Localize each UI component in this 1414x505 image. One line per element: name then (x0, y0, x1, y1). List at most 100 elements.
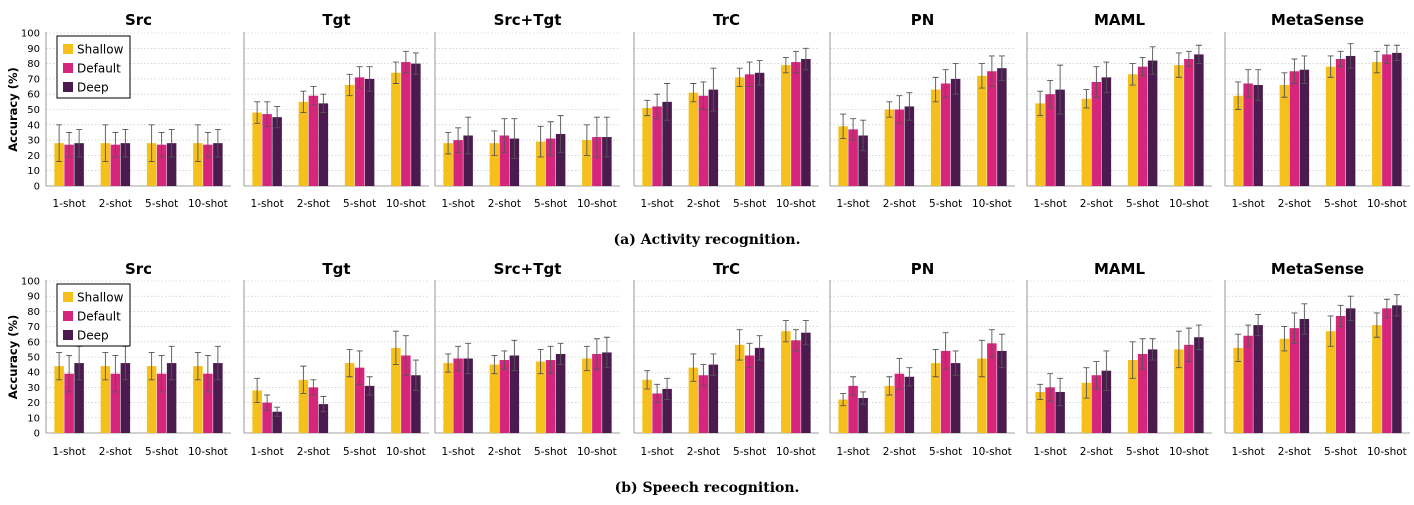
error-bar (392, 330, 399, 366)
panel-pn: PN 1-shot 2-shot 5-shot 10-shot (829, 260, 1015, 458)
bar-default (262, 402, 272, 433)
error-bar (850, 118, 857, 141)
bar-shallow (642, 107, 652, 186)
error-bar (66, 132, 73, 158)
bar-shallow (884, 109, 895, 186)
error-bar (1037, 383, 1044, 401)
error-bar (194, 351, 201, 381)
error-bar (860, 119, 867, 152)
panel-title: Tgt (322, 11, 350, 29)
x-tick-label: 5-shot (145, 446, 178, 458)
x-tick-label: 1-shot (1232, 198, 1265, 210)
x-tick-label: 1-shot (53, 446, 86, 458)
error-bar (1149, 338, 1156, 361)
error-bar (1347, 295, 1354, 321)
bar-deep (318, 103, 329, 186)
error-bar (1057, 377, 1064, 407)
bar-shallow (884, 385, 895, 433)
error-bar (214, 128, 221, 158)
x-tick-label: 2-shot (1278, 198, 1311, 210)
error-bar (1393, 44, 1400, 61)
error-bar (1235, 81, 1242, 110)
bar-deep (213, 363, 223, 433)
x-tick-label: 10-shot (386, 446, 426, 458)
error-bar (710, 67, 717, 112)
error-bar (511, 339, 518, 372)
error-bar (158, 355, 165, 393)
x-tick-label: 1-shot (1034, 446, 1067, 458)
x-tick-label: 2-shot (1278, 446, 1311, 458)
bar-default (1137, 66, 1148, 186)
bar-default (156, 373, 167, 433)
y-tick-label: 50 (27, 353, 40, 364)
error-bar (1281, 72, 1288, 98)
bar-shallow (977, 358, 987, 433)
error-bar (1337, 50, 1344, 68)
x-tick-label: 2-shot (687, 446, 720, 458)
bar-shallow (252, 390, 262, 433)
bar-deep (120, 363, 131, 433)
bar-default (354, 77, 365, 186)
bar-default (1137, 353, 1148, 433)
error-bar (1393, 294, 1400, 317)
bar-deep (950, 363, 961, 433)
error-bar (1083, 367, 1090, 399)
bar-default (453, 140, 463, 186)
legend-label: Shallow (77, 291, 124, 305)
error-bar (491, 355, 498, 375)
error-bar (356, 350, 363, 385)
error-bar (952, 63, 959, 95)
error-bar (792, 329, 799, 352)
error-bar (264, 394, 271, 411)
bar-deep (1101, 370, 1112, 433)
error-bar (346, 348, 353, 378)
panel-maml: MAML 1-shot 2-shot 5-shot 10-shot (1026, 260, 1212, 458)
error-bar (1383, 44, 1390, 65)
bar-shallow (443, 363, 453, 433)
error-bar (56, 351, 63, 381)
error-bar (1195, 44, 1202, 65)
error-bar (465, 342, 472, 375)
bar-shallow (1325, 331, 1336, 433)
x-tick-label: 1-shot (837, 446, 870, 458)
error-bar (557, 115, 564, 153)
bar-default (354, 367, 365, 433)
error-bar (932, 348, 939, 378)
bar-shallow (443, 143, 453, 186)
bar-default (987, 71, 997, 186)
error-bar (736, 67, 743, 87)
bar-shallow (1372, 62, 1382, 186)
bar-deep (1147, 349, 1158, 433)
error-bar (1347, 43, 1354, 69)
panel-title: TrC (713, 11, 740, 29)
bar-default (1091, 375, 1102, 433)
bar-deep (1392, 52, 1402, 186)
error-bar (122, 128, 129, 158)
bar-deep (1147, 60, 1158, 186)
bar-deep (662, 388, 672, 433)
bar-deep (708, 89, 719, 186)
error-bar (998, 55, 1005, 81)
bar-deep (120, 143, 131, 186)
x-tick-label: 2-shot (883, 198, 916, 210)
x-tick-label: 5-shot (929, 198, 962, 210)
panel-trc: TrC 1-shot 2-shot 5-shot 10-shot (633, 260, 819, 458)
bar-shallow (193, 366, 203, 433)
error-bar (1129, 341, 1136, 379)
error-bar (756, 335, 763, 361)
bar-default (791, 340, 801, 433)
error-bar (1037, 90, 1044, 117)
error-bar (1103, 61, 1110, 94)
y-tick-label: 40 (27, 368, 40, 379)
bar-deep (555, 133, 566, 186)
x-tick-label: 5-shot (929, 446, 962, 458)
bar-default (848, 385, 858, 433)
error-bar (756, 60, 763, 86)
bar-default (1184, 344, 1194, 433)
y-tick-label: 30 (27, 383, 40, 394)
bar-default (203, 373, 213, 433)
bar-default (64, 373, 74, 433)
panel-src-tgt: Src+Tgt 1-shot 2-shot 5-shot 10-shot (434, 11, 620, 210)
error-bar (356, 66, 363, 89)
bar-shallow (582, 140, 592, 186)
